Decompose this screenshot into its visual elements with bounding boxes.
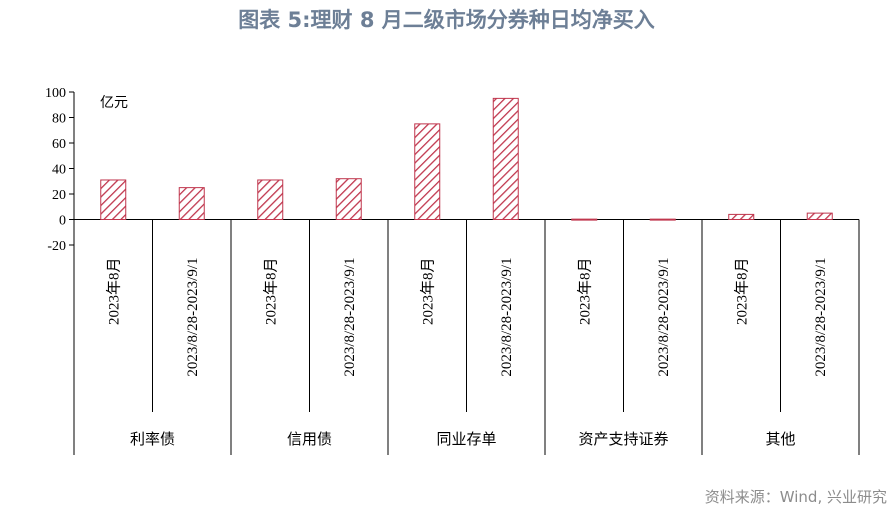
y-tick-label: 20 (52, 188, 66, 203)
group-label: 利率债 (130, 430, 175, 448)
bar (414, 123, 441, 220)
y-tick-label: -20 (47, 239, 66, 254)
group-label: 信用债 (287, 430, 332, 448)
y-tick-label: 0 (59, 214, 66, 229)
category-label: 2023/8/28-2023/9/1 (656, 258, 672, 377)
labels: 亿元 2023年8月 2023/8/28-2023/9/1 利率债 2023年8月 202… (100, 95, 829, 448)
bar (806, 212, 833, 220)
category-label: 2023/8/28-2023/9/1 (342, 258, 358, 377)
category-label: 2023年8月 (419, 258, 436, 326)
y-tick-label: 60 (52, 137, 66, 152)
bars (100, 97, 833, 221)
category-label: 2023年8月 (105, 258, 122, 326)
y-tick-label: 100 (45, 86, 66, 101)
bar (257, 179, 284, 221)
bar (728, 213, 755, 220)
category-label: 2023/8/28-2023/9/1 (499, 258, 515, 377)
unit-label: 亿元 (100, 95, 128, 111)
category-label: 2023/8/28-2023/9/1 (813, 258, 829, 377)
bar (100, 179, 127, 221)
y-tick-label: 80 (52, 112, 66, 127)
source-note: 资料来源：Wind, 兴业研究 (704, 488, 887, 506)
group-label: 资产支持证券 (578, 430, 668, 448)
category-label: 2023年8月 (733, 258, 750, 326)
category-label: 2023年8月 (262, 258, 279, 326)
y-tick-label: 40 (52, 163, 66, 178)
group-label: 同业存单 (436, 430, 496, 448)
bar (178, 187, 205, 220)
category-label: 2023年8月 (576, 258, 593, 326)
axes: 100 80 60 40 20 0 -20 (45, 86, 860, 455)
category-label: 2023/8/28-2023/9/1 (185, 258, 201, 377)
bar (335, 178, 362, 220)
bar (492, 97, 519, 220)
bar (649, 218, 676, 221)
bar (571, 218, 598, 221)
group-label: 其他 (765, 430, 795, 448)
chart-title: 图表 5:理财 8 月二级市场分券种日均净买入 (238, 8, 655, 32)
